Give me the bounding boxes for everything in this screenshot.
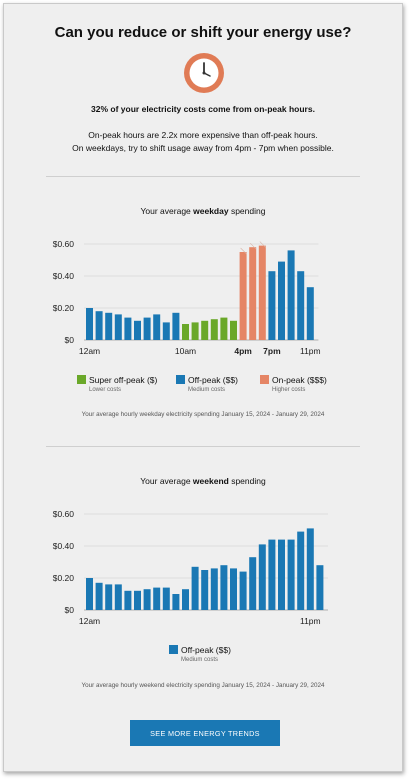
bar-hour-13	[210, 319, 218, 340]
bar-hour-8	[162, 322, 170, 340]
bar-hour-22	[297, 531, 305, 610]
peak-hatch	[240, 247, 247, 255]
bar-hour-6	[143, 317, 151, 340]
x-tick-label: 12am	[79, 346, 100, 356]
page-title: Can you reduce or shift your energy use?	[54, 24, 352, 41]
bar-hour-11	[191, 566, 199, 610]
description-line-1: On-peak hours are 2.2x more expensive th…	[88, 130, 318, 140]
bar-hour-9	[172, 312, 180, 340]
super-off-peak-swatch	[77, 375, 86, 384]
weekday-date-range-note: Your average hourly weekday electricity …	[81, 411, 325, 418]
bar-hour-23	[306, 287, 314, 340]
x-tick-label: 10am	[175, 346, 196, 356]
y-tick-label: $0	[65, 605, 75, 615]
bar-hour-19	[268, 539, 276, 610]
on-peak-cost-stat: 32% of your electricity costs come from …	[91, 104, 315, 114]
y-tick-label: $0.20	[53, 573, 75, 583]
x-tick-label: 4pm	[234, 346, 252, 356]
bar-hour-21	[287, 250, 295, 340]
bar-hour-15	[230, 320, 237, 340]
peak-hatch	[259, 241, 267, 248]
x-tick-label: 11pm	[300, 346, 321, 356]
weekday-heading: Your average weekday spending	[140, 206, 266, 216]
x-tick-label: 7pm	[263, 346, 281, 356]
bar-hour-16	[239, 571, 247, 610]
bar-hour-24	[316, 565, 324, 610]
bar-hour-16	[239, 252, 247, 340]
bar-hour-11	[191, 322, 199, 340]
bar-hour-8	[162, 587, 170, 610]
bar-hour-5	[134, 320, 141, 340]
on-peak-description: On-peak hours are 2.2x more expensive th…	[4, 129, 402, 155]
bar-hour-19	[268, 271, 276, 340]
off-peak-swatch	[169, 645, 178, 654]
y-tick-label: $0	[65, 335, 75, 345]
clock-icon	[184, 53, 224, 93]
y-tick-label: $0.20	[53, 303, 75, 313]
bar-hour-7	[153, 587, 161, 610]
bar-hour-12	[201, 570, 209, 610]
legend-super-off-peak: Super off-peak ($) Lower costs	[77, 375, 157, 393]
bar-hour-15	[230, 568, 237, 610]
weekend-date-range-note: Your average hourly weekend electricity …	[81, 682, 325, 689]
weekend-heading: Your average weekend spending	[140, 476, 266, 486]
bar-hour-0	[86, 578, 93, 610]
y-tick-label: $0.40	[53, 271, 75, 281]
section-divider	[46, 446, 360, 447]
legend-off-peak: Off-peak ($$) Medium costs	[176, 375, 238, 393]
bar-hour-9	[172, 594, 180, 610]
y-tick-label: $0.40	[53, 541, 75, 551]
legend-on-peak: On-peak ($$$) Higher costs	[260, 375, 327, 393]
peak-hatch	[249, 242, 257, 250]
bar-hour-1	[95, 311, 103, 340]
bar-hour-14	[220, 317, 228, 340]
legend-off-peak-weekend: Off-peak ($$) Medium costs	[169, 645, 231, 663]
x-tick-label: 12am	[79, 616, 100, 626]
bar-hour-3	[114, 584, 122, 610]
bar-hour-10	[182, 324, 189, 340]
bar-hour-4	[124, 317, 132, 340]
energy-card: Can you reduce or shift your energy use?…	[3, 3, 403, 772]
bar-hour-1	[95, 582, 103, 610]
bar-hour-5	[134, 590, 141, 610]
section-divider	[46, 176, 360, 177]
see-more-energy-trends-button[interactable]: SEE MORE ENERGY TRENDS	[130, 720, 280, 746]
x-tick-label: 11pm	[300, 616, 321, 626]
weekday-spending-chart: $0 $0.20 $0.40 $0.60 12am 10am 4pm 7pm 11pm	[53, 239, 321, 356]
off-peak-swatch	[176, 375, 185, 384]
bar-hour-17	[249, 557, 257, 610]
bar-hour-13	[210, 568, 218, 610]
bar-hour-3	[114, 314, 122, 340]
bar-hour-2	[105, 312, 113, 340]
bar-hour-22	[297, 271, 305, 340]
bar-hour-6	[143, 589, 151, 610]
bar-hour-10	[182, 589, 189, 610]
y-tick-label: $0.60	[53, 509, 75, 519]
bar-hour-17	[249, 247, 257, 340]
bar-hour-20	[278, 539, 285, 610]
bar-hour-4	[124, 590, 132, 610]
y-tick-label: $0.60	[53, 239, 75, 249]
bar-hour-18	[258, 544, 266, 610]
bar-hour-21	[287, 539, 295, 610]
bar-hour-2	[105, 584, 113, 610]
bar-hour-0	[86, 308, 93, 340]
bar-hour-23	[306, 528, 314, 610]
bar-hour-18	[258, 245, 266, 340]
description-line-2: On weekdays, try to shift usage away fro…	[72, 143, 334, 153]
on-peak-swatch	[260, 375, 269, 384]
bar-hour-20	[278, 261, 285, 340]
bar-hour-14	[220, 565, 228, 610]
bar-hour-12	[201, 320, 209, 340]
weekend-spending-chart: $0 $0.20 $0.40 $0.60 12am 11pm	[53, 509, 328, 626]
bar-hour-7	[153, 314, 161, 340]
